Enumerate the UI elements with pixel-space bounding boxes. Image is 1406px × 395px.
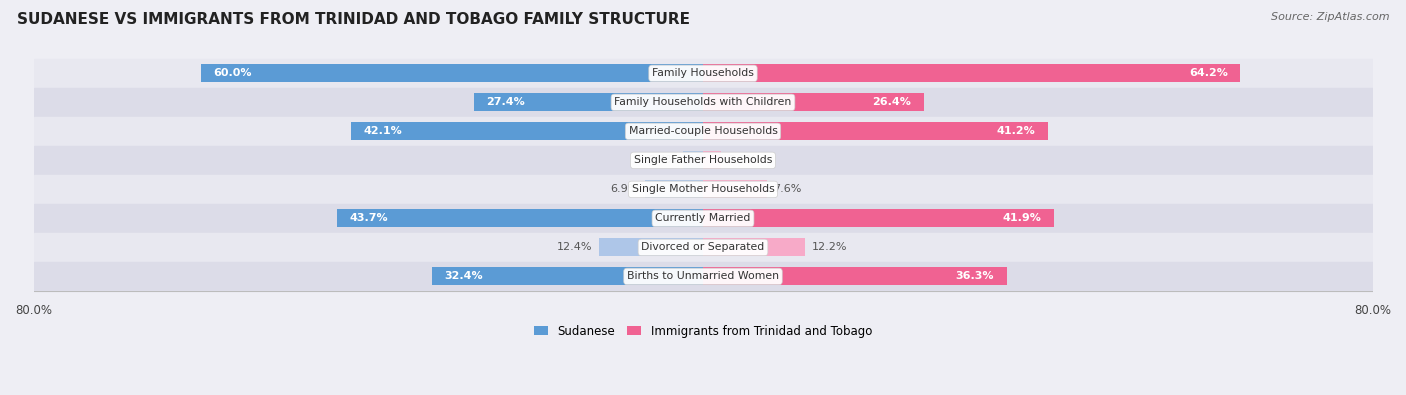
Bar [34, 59, 1372, 88]
Text: Source: ZipAtlas.com: Source: ZipAtlas.com [1271, 12, 1389, 22]
Text: 41.9%: 41.9% [1002, 213, 1040, 224]
Text: 42.1%: 42.1% [363, 126, 402, 136]
Bar [34, 175, 1372, 204]
Text: 12.2%: 12.2% [811, 243, 848, 252]
Bar [350, 122, 703, 140]
Text: Births to Unmarried Women: Births to Unmarried Women [627, 271, 779, 281]
Text: 26.4%: 26.4% [873, 98, 911, 107]
Text: 32.4%: 32.4% [444, 271, 484, 281]
Text: 43.7%: 43.7% [350, 213, 388, 224]
Bar [703, 64, 1240, 82]
Bar [34, 146, 1372, 175]
Text: Single Mother Households: Single Mother Households [631, 184, 775, 194]
Text: 7.6%: 7.6% [773, 184, 801, 194]
Bar [34, 233, 1372, 262]
Text: 6.9%: 6.9% [610, 184, 638, 194]
Text: Married-couple Households: Married-couple Households [628, 126, 778, 136]
Bar [34, 88, 1372, 117]
Bar [337, 209, 703, 228]
Bar [703, 93, 924, 111]
Bar [703, 122, 1047, 140]
Text: Divorced or Separated: Divorced or Separated [641, 243, 765, 252]
Bar [34, 117, 1372, 146]
Text: 64.2%: 64.2% [1189, 68, 1227, 78]
Bar [703, 209, 1053, 228]
Text: 2.4%: 2.4% [648, 155, 676, 166]
Bar [34, 262, 1372, 291]
Text: 36.3%: 36.3% [956, 271, 994, 281]
Bar [645, 181, 703, 198]
Bar [474, 93, 703, 111]
Bar [703, 181, 766, 198]
Text: 27.4%: 27.4% [486, 98, 524, 107]
Bar [703, 239, 806, 256]
Bar [599, 239, 703, 256]
Bar [683, 151, 703, 169]
Text: 2.2%: 2.2% [728, 155, 756, 166]
Text: 60.0%: 60.0% [214, 68, 252, 78]
Text: Family Households with Children: Family Households with Children [614, 98, 792, 107]
Text: Single Father Households: Single Father Households [634, 155, 772, 166]
Text: SUDANESE VS IMMIGRANTS FROM TRINIDAD AND TOBAGO FAMILY STRUCTURE: SUDANESE VS IMMIGRANTS FROM TRINIDAD AND… [17, 12, 690, 27]
Text: 41.2%: 41.2% [997, 126, 1035, 136]
Text: Family Households: Family Households [652, 68, 754, 78]
Bar [703, 151, 721, 169]
Bar [201, 64, 703, 82]
Bar [432, 267, 703, 286]
Text: Currently Married: Currently Married [655, 213, 751, 224]
Text: 12.4%: 12.4% [557, 243, 592, 252]
Bar [34, 204, 1372, 233]
Legend: Sudanese, Immigrants from Trinidad and Tobago: Sudanese, Immigrants from Trinidad and T… [529, 320, 877, 342]
Bar [703, 267, 1007, 286]
